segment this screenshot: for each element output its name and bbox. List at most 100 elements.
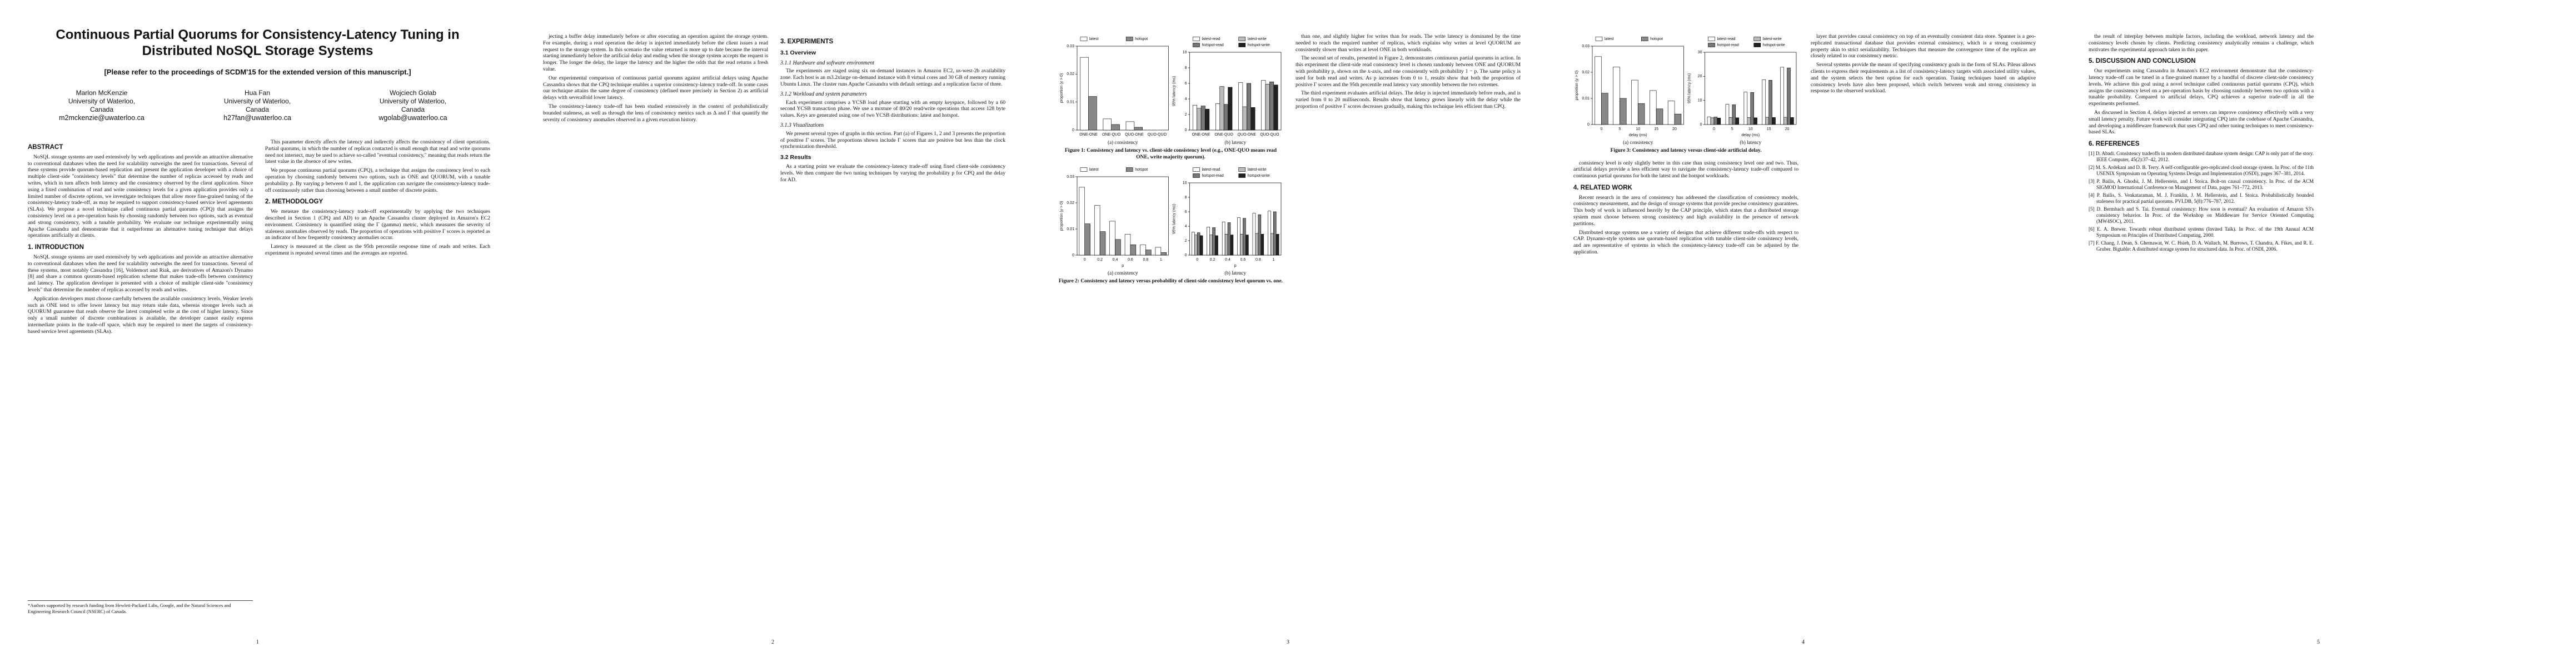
bar [1207, 227, 1210, 256]
bar [1109, 221, 1115, 256]
bar [1199, 235, 1203, 256]
y-axis-label: proportion (γ > 0) [1060, 201, 1064, 231]
bar [1750, 92, 1754, 125]
bar [1725, 104, 1730, 125]
y-axis-label: proportion (γ > 0) [1060, 73, 1064, 103]
x-tick-label: 0.4 [1113, 258, 1118, 262]
bar [1269, 81, 1274, 131]
bar [1252, 213, 1256, 256]
x-tick-label: ONE-QUO [1102, 133, 1121, 137]
paragraph: We measure the consistency-latency trade… [265, 208, 490, 241]
reference: [3] P. Bailis, A. Ghodsi, J. M. Hellerst… [2089, 178, 2314, 190]
footnote: *Authors supported by research funding f… [28, 600, 253, 614]
bar [1079, 187, 1085, 256]
paragraph: jecting a buffer delay immediately befor… [543, 33, 768, 72]
reference: [2] M. S. Ardekani and D. B. Terry. A se… [2089, 164, 2314, 176]
y-tick-label: 0 [1185, 128, 1187, 132]
page: Continuous Partial Quorums for Consisten… [0, 0, 515, 667]
legend-swatch [1641, 37, 1648, 41]
plot-frame [1189, 182, 1282, 256]
legend-swatch [1193, 173, 1200, 178]
x-tick-label: ONE-QUO [1214, 133, 1233, 137]
author: Wojciech Golab University of Waterloo, Can… [341, 89, 485, 122]
bar [1735, 117, 1739, 125]
page: jecting a buffer delay immediately befor… [515, 0, 1030, 667]
legend-swatch [1708, 37, 1715, 41]
paragraph: Our experiments using Cassandra in Amazo… [2089, 68, 2314, 107]
author: Hua Fan University of Waterloo, Canada h27f… [185, 89, 330, 122]
legend-swatch [1080, 167, 1088, 172]
y-tick-label: 10 [1183, 181, 1187, 185]
column: 0 0.01 0.02 0.03 0 5 10 15 20 proportion (γ > 0) d… [1573, 33, 1798, 258]
bar [1223, 104, 1228, 131]
x-tick-label: 15 [1654, 127, 1658, 131]
legend-swatch [1708, 43, 1715, 47]
paragraph: The consistency-latency trade-off has be… [543, 103, 768, 123]
bar [1768, 79, 1772, 125]
section-heading: 2. METHODOLOGY [265, 198, 323, 206]
bar [1747, 117, 1751, 125]
paragraph: NoSQL storage systems are used extensive… [28, 253, 253, 293]
bar [1134, 127, 1143, 131]
x-tick-label: 0 [1600, 127, 1602, 131]
author-name: Wojciech Golab [390, 89, 436, 97]
section-heading: 5. DISCUSSION AND CONCLUSION [2089, 58, 2196, 65]
bar [1273, 211, 1277, 256]
legend-label: latest [1089, 168, 1099, 172]
paragraph: Latency is measured at the client as the… [265, 243, 490, 256]
bar [1762, 79, 1766, 125]
paragraph: Recent research in the area of consisten… [1573, 194, 1798, 227]
bar [1780, 67, 1784, 125]
bar [1200, 106, 1205, 131]
y-tick-label: 0.01 [1582, 97, 1590, 101]
subsection-heading: 3.2 Results [780, 154, 811, 161]
legend-label: hotspot-read [1202, 43, 1224, 47]
bar [1230, 235, 1234, 256]
bar [1273, 84, 1278, 131]
x-tick-label: 5 [1731, 127, 1733, 131]
legend-label: latest [1605, 37, 1614, 41]
x-axis-label: p [1122, 264, 1124, 268]
x-tick-label: ONE-ONE [1079, 133, 1098, 137]
bar [1270, 233, 1274, 256]
legend-swatch [1238, 173, 1246, 178]
author: Marlon McKenzie University of Waterloo, Ca… [29, 89, 174, 122]
figure: 0 0.01 0.02 0.03 0 0.2 0.4 0.6 0.8 1 proportion (γ… [1058, 166, 1283, 285]
paragraph: Our experimental comparison of continuou… [543, 74, 768, 101]
bar [1783, 117, 1787, 125]
x-tick-label: 1 [1160, 258, 1162, 262]
bar [1111, 124, 1120, 131]
x-tick-label: 0.2 [1097, 258, 1103, 262]
x-tick-label: 10 [1748, 127, 1753, 131]
column: ABSTRACT NoSQL storage systems are used e… [28, 139, 253, 337]
bar [1732, 104, 1736, 125]
page-number: 4 [1802, 639, 1805, 645]
x-tick-label: 0.6 [1240, 258, 1246, 262]
subcaption: (a) consistency [1108, 270, 1138, 276]
y-tick-label: 4 [1185, 97, 1187, 101]
author-email: h27fan@uwaterloo.ca [223, 114, 291, 122]
column: than one, and slightly higher for writes… [1296, 33, 1521, 112]
y-axis-label: 95% latency (ms) [1687, 73, 1691, 103]
y-axis-label: proportion (γ > 0) [1575, 71, 1579, 101]
bar [1656, 108, 1663, 125]
author-affiliation: University of Waterloo, [223, 97, 291, 105]
bar [1275, 234, 1279, 256]
bar [1728, 117, 1733, 125]
paragraph: The third experiment evaluates artificia… [1296, 90, 1521, 109]
y-tick-label: 0.02 [1067, 201, 1074, 205]
paragraph: Application developers must choose caref… [28, 295, 253, 335]
bar [1268, 211, 1271, 256]
x-tick-label: 0 [1196, 258, 1198, 262]
reference: [7] F. Chang, J. Dean, S. Ghemawat, W. C… [2089, 240, 2314, 252]
section-heading: 4. RELATED WORK [1573, 184, 1632, 191]
paragraph: As a starting point we evaluate the cons… [780, 163, 1005, 183]
legend-label: hotspot-read [1202, 174, 1224, 178]
bar [1103, 118, 1112, 131]
author-country: Canada [245, 106, 270, 113]
legend-label: hotspot-write [1763, 43, 1785, 47]
x-tick-label: 0.8 [1143, 258, 1149, 262]
y-tick-label: 2 [1185, 113, 1187, 117]
y-axis-label: 95% latency (ms) [1172, 204, 1176, 234]
bar [1674, 113, 1682, 125]
